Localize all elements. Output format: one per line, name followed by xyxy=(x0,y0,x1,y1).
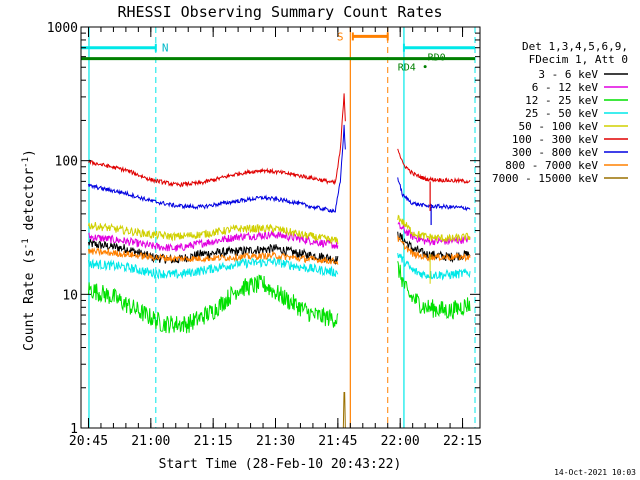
series-6-12-kev-pre xyxy=(88,230,339,252)
legend-header-line: Det 1,3,4,5,6,9, xyxy=(522,40,628,53)
legend-label: 6 - 12 keV xyxy=(532,81,599,94)
series-50-100-kev-post xyxy=(397,214,471,242)
y-axis-label-sup2: -1 xyxy=(21,157,31,168)
legend-label: 12 - 25 keV xyxy=(525,94,598,107)
y-tick-label: 100 xyxy=(55,155,78,170)
rd4-label: RD4 xyxy=(398,63,416,74)
y-tick-label: 10 xyxy=(62,288,78,303)
series-25-50-kev-pre xyxy=(87,256,339,280)
y-axis-label-main: Count Rate (s xyxy=(22,249,37,351)
legend-label: 25 - 50 keV xyxy=(525,107,598,120)
x-tick-label: 22:00 xyxy=(381,434,420,449)
plot-frame xyxy=(80,26,481,429)
chart-title: RHESSI Observing Summary Count Rates xyxy=(117,3,442,21)
series-300-800-kev-pre xyxy=(87,124,346,214)
y-axis-label-mid: detector xyxy=(22,168,37,239)
series-group xyxy=(87,93,471,429)
legend-label: 100 - 300 keV xyxy=(512,133,598,146)
series-100-300-kev-pre xyxy=(88,93,346,188)
legend-label: 50 - 100 keV xyxy=(519,120,599,133)
series-800-7000-kev-post xyxy=(397,235,471,263)
rd4-dot xyxy=(423,65,427,69)
s-label: S xyxy=(337,30,344,43)
x-tick-label: 20:45 xyxy=(69,434,108,449)
series-800-7000-kev-pre xyxy=(87,247,339,265)
series-7000-15000-kev-pre xyxy=(342,392,346,429)
legend-label: 3 - 6 keV xyxy=(538,68,598,81)
legend-label: 800 - 7000 keV xyxy=(505,159,598,172)
series-12-25-kev-pre xyxy=(87,274,339,334)
series-3-6-kev-post xyxy=(397,231,471,263)
series-12-25-kev-post xyxy=(397,261,471,320)
n-label: N xyxy=(162,42,169,55)
y-tick-label: 1000 xyxy=(47,21,78,36)
legend-header-line: FDecim 1, Att 0 xyxy=(529,53,628,66)
y-axis-label-sup1: -1 xyxy=(21,238,31,249)
x-tick-label: 21:45 xyxy=(318,434,357,449)
y-axis-label: Count Rate (s-1 detector-1) xyxy=(21,149,37,351)
axes: 1 10 100 1000 20:45 21:00 21:15 21:30 21:45 22:00… xyxy=(47,21,482,449)
x-tick-label: 21:15 xyxy=(194,434,233,449)
y-axis-label-end: ) xyxy=(22,149,37,157)
legend-label: 7000 - 15000 keV xyxy=(492,172,598,185)
x-tick-label: 21:30 xyxy=(256,434,295,449)
y-tick-label: 1 xyxy=(70,422,78,437)
legend-label: 300 - 800 keV xyxy=(512,146,598,159)
series-6-12-kev-post xyxy=(397,221,471,247)
x-tick-label: 21:00 xyxy=(131,434,170,449)
series-50-100-kev-pre xyxy=(87,221,339,245)
footer-timestamp: 14-Oct-2021 10:03 xyxy=(554,468,636,477)
x-tick-label: 22:15 xyxy=(443,434,482,449)
series-300-800-kev-post xyxy=(397,177,471,212)
series-25-50-kev-post xyxy=(397,252,471,281)
x-axis-label: Start Time (28-Feb-10 20:43:22) xyxy=(159,457,402,472)
series-100-300-kev-post xyxy=(397,148,471,184)
legend: Det 1,3,4,5,6,9,FDecim 1, Att 0 3 - 6 keV… xyxy=(492,40,628,185)
rd0-label: RD0 xyxy=(428,53,446,64)
series-3-6-kev-pre xyxy=(87,239,339,265)
